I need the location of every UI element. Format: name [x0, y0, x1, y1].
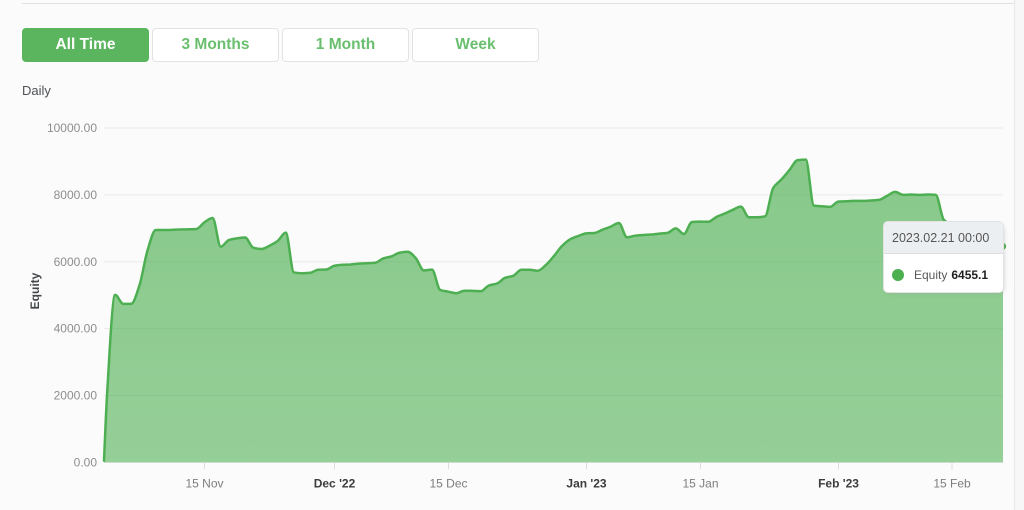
svg-text:8000.00: 8000.00 [54, 188, 98, 202]
svg-text:2000.00: 2000.00 [54, 389, 98, 403]
svg-text:4000.00: 4000.00 [54, 322, 98, 336]
svg-text:15 Jan: 15 Jan [682, 477, 718, 491]
svg-text:Dec '22: Dec '22 [314, 477, 356, 491]
svg-text:15 Feb: 15 Feb [933, 477, 971, 491]
svg-text:Jan '23: Jan '23 [566, 477, 607, 491]
svg-text:0.00: 0.00 [74, 455, 98, 469]
svg-text:Feb '23: Feb '23 [818, 477, 859, 491]
svg-text:10000.00: 10000.00 [47, 121, 97, 135]
svg-text:15 Dec: 15 Dec [429, 477, 467, 491]
svg-text:6000.00: 6000.00 [54, 255, 98, 269]
svg-text:Equity: Equity [28, 272, 42, 309]
svg-text:15 Nov: 15 Nov [185, 477, 223, 491]
